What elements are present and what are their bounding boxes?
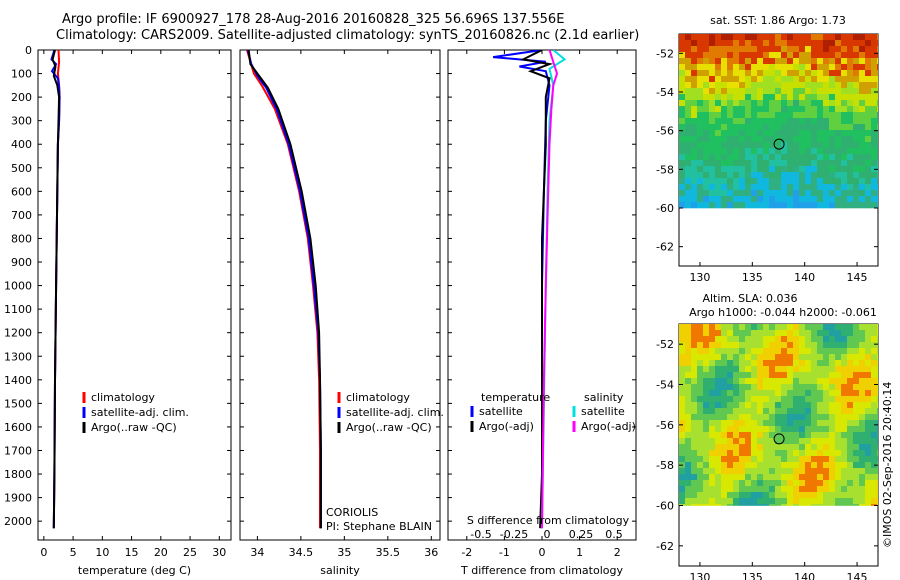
map-lon-tick-label: 130 (689, 271, 710, 284)
argo-location-marker (773, 433, 785, 445)
x-tick-label: 10 (95, 546, 109, 559)
map-lat-tick-label: -62 (656, 540, 674, 553)
series-line-argo-raw-qc- (51, 50, 61, 529)
temperature-legend-entry: satellite-adj. clim. (91, 406, 189, 419)
title-line-2: Climatology: CARS2009. Satellite-adjuste… (56, 28, 640, 43)
map-lat-tick-label: -52 (656, 338, 674, 351)
map-lat-tick-label: -60 (656, 202, 674, 215)
difference-xlabel-top: S difference from climatology (467, 514, 630, 527)
y-tick-label: 200 (11, 91, 32, 104)
argo-location-marker (773, 138, 785, 150)
difference-legend-entry: satellite (479, 405, 523, 418)
map-lon-tick-label: 145 (847, 571, 868, 580)
s-difference-tick-label: 0.25 (569, 528, 594, 541)
y-tick-label: 1600 (4, 421, 32, 434)
difference-legend-title-temperature: temperature (481, 391, 550, 404)
salinity-legend-entry: climatology (346, 391, 410, 404)
map-lon-tick-label: 145 (847, 271, 868, 284)
salinity-annotation: PI: Stephane BLAIN (326, 520, 432, 533)
s-difference-tick-label: -0.5 (470, 528, 491, 541)
salinity-xlabel: salinity (320, 564, 360, 577)
map-lon-tick-label: 135 (742, 271, 763, 284)
map-lat-tick-label: -54 (656, 86, 674, 99)
y-tick-label: 800 (11, 232, 32, 245)
y-tick-label: 1000 (4, 280, 32, 293)
x-tick-label: 35.5 (376, 546, 401, 559)
x-tick-label: 30 (212, 546, 226, 559)
y-tick-label: 1800 (4, 468, 32, 481)
x-tick-label: 20 (154, 546, 168, 559)
map-lon-tick-label: 140 (794, 271, 815, 284)
sla-map-subtitle: Argo h1000: -0.044 h2000: -0.061 (689, 306, 877, 319)
x-tick-label: 34 (250, 546, 264, 559)
map-lat-tick-label: -58 (656, 163, 674, 176)
temperature-legend-entry: Argo(..raw -QC) (91, 421, 177, 434)
y-tick-label: 1500 (4, 397, 32, 410)
y-tick-label: 1100 (4, 303, 32, 316)
map-lat-tick-label: -56 (656, 419, 674, 432)
y-tick-label: 1900 (4, 492, 32, 505)
s-difference-tick-label: -0.25 (500, 528, 528, 541)
y-tick-label: 300 (11, 115, 32, 128)
y-tick-label: 500 (11, 162, 32, 175)
title-line-1: Argo profile: IF 6900927_178 28-Aug-2016… (62, 12, 565, 27)
y-tick-label: 1400 (4, 374, 32, 387)
x-tick-label: 25 (183, 546, 197, 559)
x-tick-label: 35 (337, 546, 351, 559)
series-line-s-argo-adj- (541, 50, 559, 529)
y-tick-label: 900 (11, 256, 32, 269)
difference-legend-entry: Argo(-adj) (479, 420, 534, 433)
x-tick-label: 5 (70, 546, 77, 559)
temperature-legend-entry: climatology (91, 391, 155, 404)
x-tick-label: -1 (499, 546, 510, 559)
s-difference-tick-label: 0.5 (605, 528, 623, 541)
sst-map-title: sat. SST: 1.86 Argo: 1.73 (710, 14, 846, 27)
y-tick-label: 1300 (4, 350, 32, 363)
s-difference-tick-label: 0 (544, 528, 551, 541)
sla_map-heatmap (679, 324, 878, 506)
difference-legend-entry: Argo(-adj) (581, 420, 636, 433)
sst_map-heatmap (679, 34, 878, 209)
x-tick-label: 2 (614, 546, 621, 559)
map-lon-tick-label: 130 (689, 571, 710, 580)
map-lon-tick-label: 135 (742, 571, 763, 580)
x-tick-label: -2 (461, 546, 472, 559)
x-tick-label: 15 (125, 546, 139, 559)
difference-legend-title-salinity: salinity (584, 391, 624, 404)
y-tick-label: 700 (11, 209, 32, 222)
x-tick-label: 34.5 (289, 546, 314, 559)
y-tick-label: 100 (11, 68, 32, 81)
series-line-t-argo-adj- (520, 50, 554, 529)
y-tick-label: 0 (25, 44, 32, 57)
x-tick-label: 1 (576, 546, 583, 559)
salinity-legend-entry: satellite-adj. clim. (346, 406, 444, 419)
map-lat-tick-label: -54 (656, 379, 674, 392)
x-tick-label: 36 (424, 546, 438, 559)
x-tick-label: 0 (539, 546, 546, 559)
salinity-annotation: CORIOLIS (326, 506, 378, 519)
temperature-xlabel: temperature (deg C) (78, 564, 191, 577)
map-lat-tick-label: -58 (656, 459, 674, 472)
salinity-plot-area (239, 49, 441, 541)
y-tick-label: 1700 (4, 444, 32, 457)
y-tick-label: 600 (11, 185, 32, 198)
difference-xlabel: T difference from climatology (460, 564, 623, 577)
y-tick-label: 2000 (4, 515, 32, 528)
temperature-plot-area (37, 49, 232, 541)
map-lat-tick-label: -60 (656, 500, 674, 513)
map-lat-tick-label: -52 (656, 47, 674, 60)
x-tick-label: 0 (40, 546, 47, 559)
map-lat-tick-label: -62 (656, 241, 674, 254)
map-lat-tick-label: -56 (656, 125, 674, 138)
y-tick-label: 1200 (4, 327, 32, 340)
y-tick-label: 400 (11, 138, 32, 151)
salinity-legend-entry: Argo(..raw -QC) (346, 421, 432, 434)
sla-map-title: Altim. SLA: 0.036 (702, 292, 797, 305)
difference-legend-entry: satellite (581, 405, 625, 418)
map-lon-tick-label: 140 (794, 571, 815, 580)
series-line-argo-raw-qc- (247, 50, 322, 529)
imos-watermark: ©IMOS 02-Sep-2016 20:40:14 (881, 382, 894, 548)
